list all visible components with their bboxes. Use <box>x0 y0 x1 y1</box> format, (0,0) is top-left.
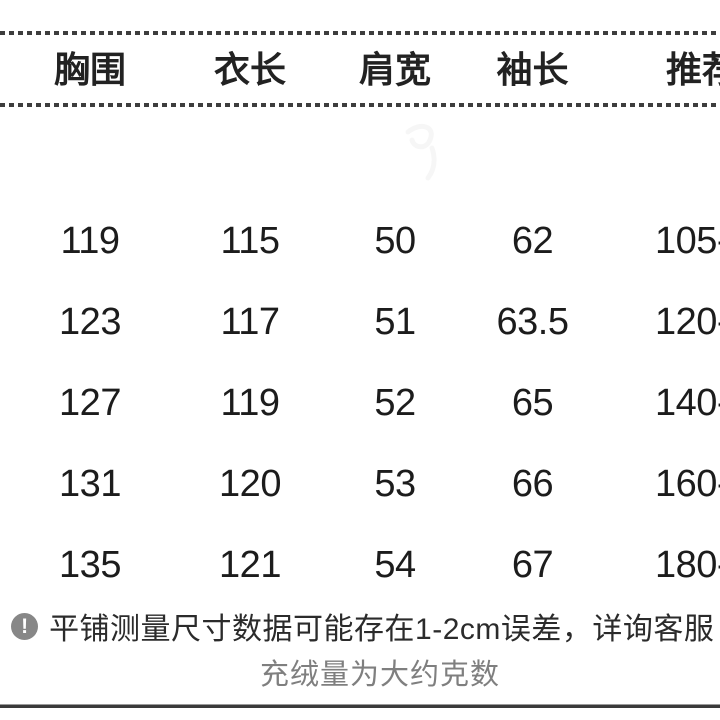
header-length: 衣长 <box>213 49 286 90</box>
cell-sleeve: 63.5 <box>496 301 569 343</box>
cell-sleeve: 65 <box>511 382 554 424</box>
cell-length: 119 <box>220 382 280 424</box>
cell-shoulder: 54 <box>374 544 416 586</box>
cell-recommend: 140- <box>655 382 720 424</box>
cell-shoulder: 53 <box>374 463 416 505</box>
cell-sleeve: 62 <box>511 220 554 262</box>
measurement-disclaimer: ! 平铺测量尺寸数据可能存在1-2cm误差，详询客服！ <box>0 604 720 648</box>
bottom-divider <box>0 704 720 708</box>
fill-weight-note: 充绒量为大约克数 <box>259 659 500 691</box>
cell-chest: 135 <box>59 544 121 586</box>
cell-sleeve: 67 <box>511 544 554 586</box>
table-row: 127 119 52 65 140- <box>0 383 720 423</box>
exclamation-circle-icon: ! <box>11 612 39 640</box>
dashed-divider-top <box>0 31 720 35</box>
cell-recommend: 105- <box>655 220 720 262</box>
cell-chest: 119 <box>60 220 120 262</box>
header-recommend: 推荐 <box>666 49 720 90</box>
cell-length: 115 <box>220 220 280 262</box>
cell-recommend: 160- <box>655 463 720 505</box>
cell-shoulder: 52 <box>374 382 416 424</box>
cell-shoulder: 51 <box>374 301 416 343</box>
cell-length: 120 <box>219 463 281 505</box>
watermark-smudge <box>405 123 437 181</box>
table-row: 119 115 50 62 105- <box>0 221 720 261</box>
cell-recommend: 180- <box>655 544 720 586</box>
cell-sleeve: 66 <box>511 463 554 505</box>
cell-chest: 127 <box>59 382 121 424</box>
table-row: 135 121 54 67 180- <box>0 545 720 585</box>
cell-length: 121 <box>219 544 281 586</box>
cell-shoulder: 50 <box>374 220 416 262</box>
cell-chest: 123 <box>59 301 121 343</box>
disclaimer-text: 平铺测量尺寸数据可能存在1-2cm误差，详询客服！ <box>49 613 720 646</box>
dashed-divider-header-bottom <box>0 103 720 107</box>
cell-length: 117 <box>220 301 280 343</box>
table-row: 131 120 53 66 160- <box>0 464 720 504</box>
header-chest: 胸围 <box>53 49 126 90</box>
table-header-row: 胸围 衣长 肩宽 袖长 推荐 <box>0 48 720 92</box>
cell-chest: 131 <box>59 463 121 505</box>
header-sleeve: 袖长 <box>496 49 569 90</box>
header-shoulder: 肩宽 <box>358 49 431 90</box>
table-row: 123 117 51 63.5 120- <box>0 302 720 342</box>
cell-recommend: 120- <box>655 301 720 343</box>
